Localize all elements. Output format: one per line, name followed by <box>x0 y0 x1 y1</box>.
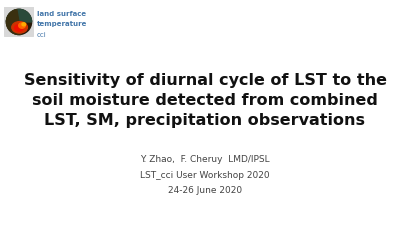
Text: cci: cci <box>37 32 46 38</box>
FancyBboxPatch shape <box>4 7 34 37</box>
Ellipse shape <box>12 22 28 33</box>
Text: land surface: land surface <box>37 11 86 16</box>
Ellipse shape <box>22 23 26 26</box>
Text: LST_cci User Workshop 2020: LST_cci User Workshop 2020 <box>140 171 270 180</box>
Circle shape <box>6 9 32 34</box>
Text: 24-26 June 2020: 24-26 June 2020 <box>168 186 242 195</box>
Text: Sensitivity of diurnal cycle of LST to the
soil moisture detected from combined
: Sensitivity of diurnal cycle of LST to t… <box>24 73 386 128</box>
Wedge shape <box>6 9 32 22</box>
Ellipse shape <box>14 25 24 31</box>
Ellipse shape <box>19 23 25 28</box>
Text: temperature: temperature <box>37 21 87 27</box>
Wedge shape <box>6 9 21 34</box>
Text: Y. Zhao,  F. Cheruy  LMD/IPSL: Y. Zhao, F. Cheruy LMD/IPSL <box>140 155 270 164</box>
